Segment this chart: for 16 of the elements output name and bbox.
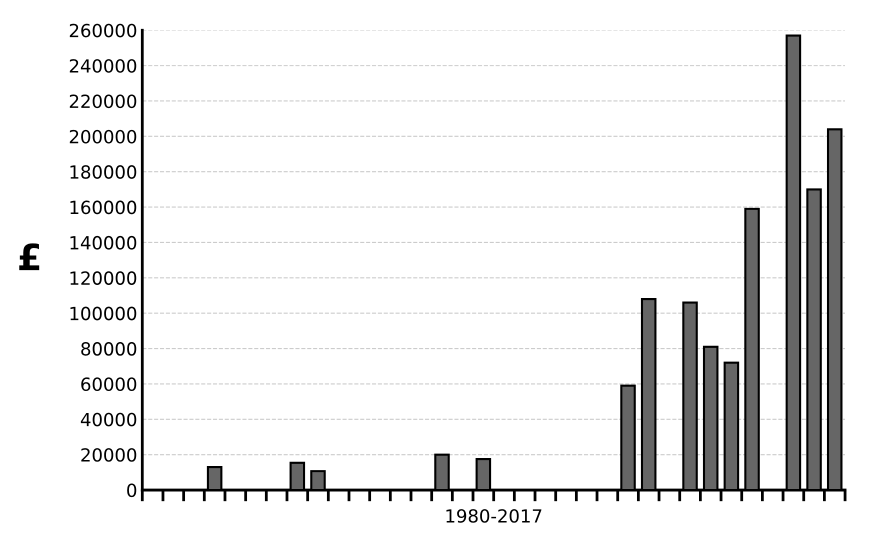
y-tick-label: 0 [127,484,136,498]
y-axis-title: £ [19,243,40,270]
x-axis-title: 1980-2017 [446,509,542,523]
y-tick-label: 240000 [70,59,136,73]
y-tick-label: 160000 [70,200,136,214]
y-tick-label: 140000 [70,236,136,250]
y-tick-label: 220000 [70,94,136,108]
y-tick-label: 180000 [70,165,136,179]
y-tick-label: 40000 [80,412,136,426]
y-tick-label: 200000 [70,130,136,144]
y-tick-label: 120000 [70,271,136,285]
y-tick-label: 20000 [81,448,136,462]
y-tick-label: 60000 [81,377,136,392]
y-tick-label: 260000 [70,24,136,38]
y-tick-label: 80000 [81,342,136,356]
y-tick-label: 100000 [70,306,136,320]
